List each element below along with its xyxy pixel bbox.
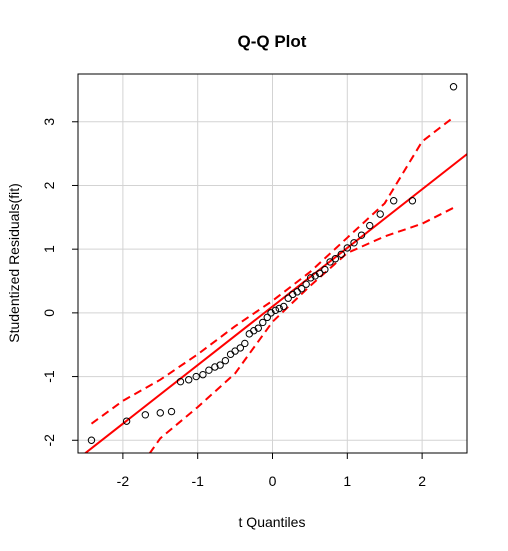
data-point [449,83,458,91]
x-tick-label: 1 [343,473,351,489]
x-tick-label: 0 [269,473,277,489]
data-point [236,344,245,352]
data-point [343,244,352,252]
grid [78,74,467,453]
data-point [331,255,340,263]
data-point [275,304,283,313]
data-point [408,197,417,205]
data-point [254,324,262,332]
y-axis: -2 -1 0 1 2 3 [41,118,78,447]
data-point [221,356,230,365]
data-point [297,284,306,293]
x-tick-label: -2 [117,473,130,489]
data-point [357,231,366,239]
data-point [366,221,374,230]
data-point [271,306,280,315]
reference-line-path [83,153,467,453]
data-point [389,197,398,205]
data-point [280,302,288,311]
data-point [284,294,292,302]
data-point [263,313,271,322]
data-point [176,377,185,386]
data-points [87,83,458,444]
data-point [156,409,164,417]
data-point [87,436,96,444]
y-tick-label: -1 [41,370,57,383]
data-point [306,274,315,282]
reference-line [83,153,467,453]
chart-title: Q-Q Plot [238,32,307,51]
y-tick-label: 0 [41,309,57,317]
data-point [205,366,213,374]
data-point [122,417,131,425]
data-point [192,372,200,381]
data-point [337,250,346,258]
y-tick-label: 3 [41,118,57,126]
x-axis-label: t Quantiles [239,514,306,530]
data-point [231,347,239,355]
envelope-upper [90,116,455,425]
data-point [185,376,193,384]
data-point [350,239,358,247]
x-tick-label: 2 [418,473,426,489]
x-axis: -2 -1 0 1 2 [117,453,426,489]
data-point [376,210,384,218]
y-tick-label: -2 [41,434,57,447]
x-tick-label: -1 [191,473,204,489]
data-point [211,363,219,371]
data-point [302,280,310,288]
data-point [241,339,249,348]
data-point [259,318,267,327]
data-point [226,350,235,358]
data-point [315,269,324,278]
data-point [245,330,254,338]
data-point [326,258,334,266]
y-axis-label: Studentized Residuals(fit) [6,183,22,343]
data-point [141,411,150,419]
confidence-envelope [90,116,455,453]
y-tick-label: 1 [41,245,57,253]
data-point [216,361,224,369]
data-point [321,265,329,274]
y-tick-label: 2 [41,181,57,189]
data-point [167,407,176,416]
data-point [199,370,207,379]
